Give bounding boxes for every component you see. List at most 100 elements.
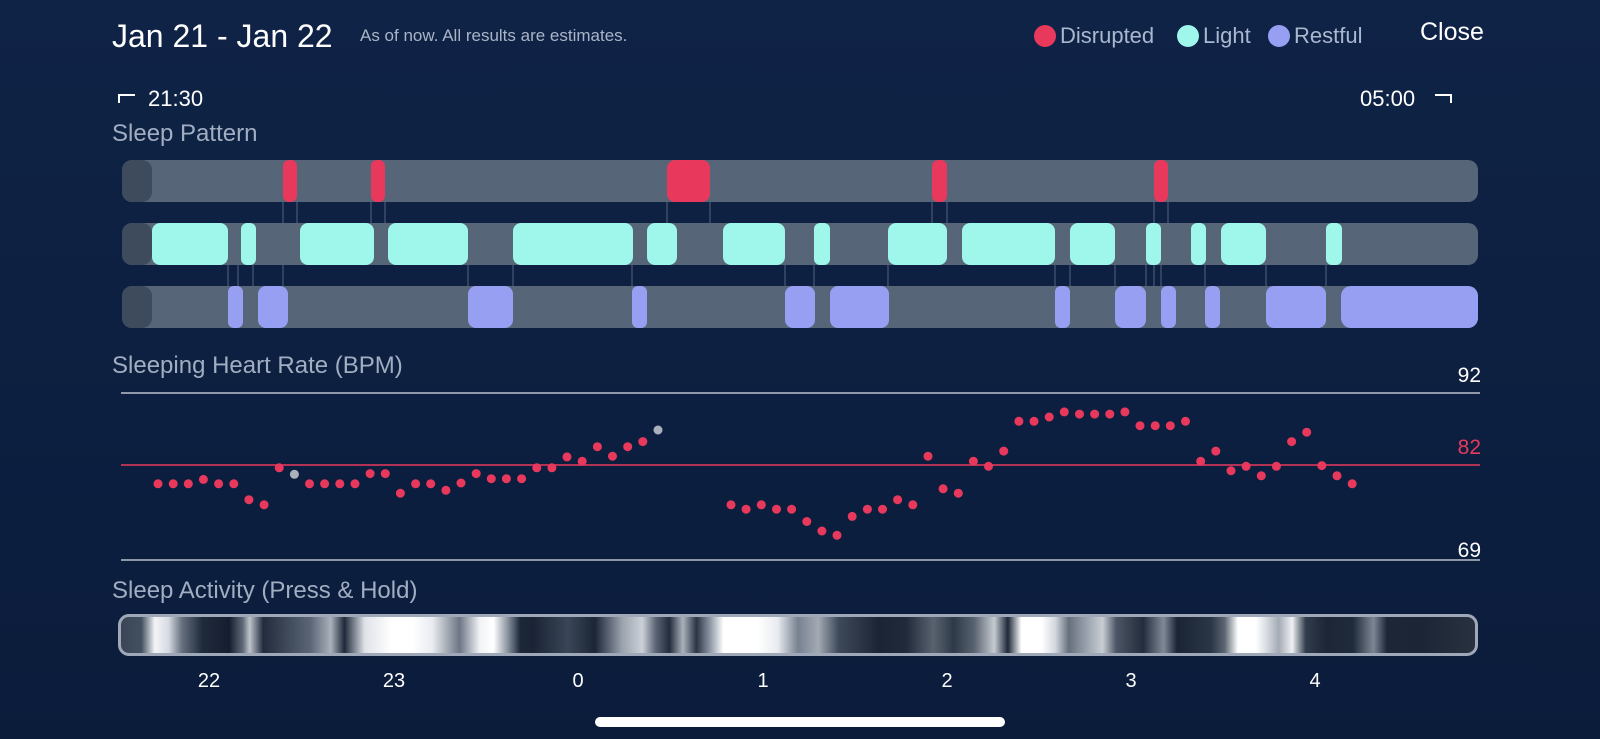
restful-track-cap	[122, 286, 152, 328]
hr-max-value: 92	[1457, 364, 1481, 387]
heart-rate-point	[305, 479, 314, 489]
heart-rate-point	[847, 511, 857, 521]
start-bracket-icon	[118, 94, 135, 103]
heart-rate-point	[274, 463, 284, 473]
heart-rate-point	[1256, 471, 1266, 481]
heart-rate-point	[802, 517, 812, 526]
heart-rate-point	[501, 474, 511, 484]
heart-rate-point	[1029, 416, 1039, 426]
light-track-cap	[122, 223, 152, 265]
heart-rate-point	[1317, 461, 1327, 471]
heart-rate-point	[1150, 421, 1160, 431]
light-segments	[152, 223, 1342, 265]
start-time: 21:30	[148, 86, 204, 111]
heart-rate-point	[1181, 416, 1190, 426]
heart-rate-point	[1332, 471, 1342, 481]
heart-rate-point	[772, 504, 781, 514]
heart-rate-point	[562, 452, 572, 462]
legend-disrupted: Disrupted	[1034, 20, 1154, 52]
heart-rate-point	[1120, 407, 1130, 417]
heart-rate-point	[1135, 421, 1145, 431]
heart-rate-point	[1302, 427, 1312, 437]
heart-rate-point	[726, 500, 736, 510]
heart-rate-point	[471, 469, 481, 479]
heart-rate-point	[153, 479, 163, 489]
heart-rate-point	[1226, 466, 1236, 476]
heart-rate-point	[411, 479, 421, 489]
heart-rate-point	[486, 474, 496, 484]
tick-0: 0	[572, 670, 584, 692]
tick-4: 4	[1309, 670, 1321, 692]
legend-light-label: Light	[1203, 23, 1251, 48]
heart-rate-point	[198, 474, 208, 484]
heart-rate-point	[1165, 421, 1175, 431]
heart-rate-point	[878, 504, 887, 514]
heart-rate-point	[623, 442, 633, 452]
end-time: 05:00	[1360, 86, 1416, 111]
heart-rate-point	[380, 469, 390, 479]
estimate-note: As of now. All results are estimates.	[360, 26, 628, 45]
sleep-activity-bar[interactable]	[118, 614, 1478, 656]
disrupted-track-cap	[122, 160, 152, 202]
heart-rate-point	[244, 495, 254, 505]
restful-segments	[228, 286, 1478, 328]
legend-disrupted-label: Disrupted	[1060, 23, 1155, 48]
home-indicator	[595, 717, 1005, 727]
heart-rate-point	[653, 425, 663, 435]
heart-rate-point	[1090, 409, 1100, 419]
hr-min-value: 69	[1457, 539, 1481, 562]
heart-rate-point	[984, 461, 993, 471]
heart-rate-point	[1241, 461, 1251, 471]
heart-rate-point	[862, 504, 872, 514]
tick-2: 2	[941, 670, 953, 692]
heart-rate-point	[908, 500, 918, 510]
heart-rate-point	[320, 479, 330, 489]
tick-1: 1	[757, 670, 769, 692]
heart-rate-point	[1211, 446, 1221, 456]
heart-rate-point	[1196, 456, 1206, 466]
heart-rate-point	[1287, 437, 1297, 447]
heart-rate-point	[592, 442, 602, 452]
tick-22: 22	[197, 670, 221, 692]
legend-light: Light	[1177, 20, 1251, 52]
heart-rate-point	[999, 446, 1009, 456]
close-button[interactable]: Close	[1420, 18, 1484, 46]
heart-rate-point	[350, 479, 360, 489]
heart-rate-point	[547, 463, 557, 473]
heart-rate-point	[1014, 416, 1024, 426]
heart-rate-point	[1105, 409, 1115, 419]
disrupted-track	[122, 160, 1478, 202]
heart-rate-point	[968, 456, 978, 466]
legend-restful: Restful	[1268, 20, 1362, 52]
heart-rate-point	[456, 478, 466, 488]
heart-rate-point	[289, 469, 299, 479]
heart-rate-point	[756, 500, 766, 510]
sleep-pattern-heading: Sleep Pattern	[112, 120, 258, 147]
heart-rate-point	[893, 495, 903, 505]
heart-rate-point	[787, 504, 797, 514]
heart-rate-point	[608, 451, 617, 461]
heart-rate-point	[577, 456, 587, 466]
date-range-title: Jan 21 - Jan 22	[112, 18, 333, 54]
light-dot-icon	[1177, 25, 1199, 47]
end-bracket-icon	[1435, 94, 1452, 103]
heart-rate-point	[517, 474, 527, 484]
heart-rate-point	[741, 504, 751, 514]
heart-rate-point	[1075, 409, 1084, 419]
heart-rate-point	[1044, 412, 1054, 422]
disrupted-dot-icon	[1034, 25, 1056, 47]
disrupted-segments	[283, 160, 1168, 202]
heart-rate-point	[938, 484, 948, 494]
heart-rate-point	[365, 469, 375, 479]
tick-3: 3	[1125, 670, 1137, 692]
heart-rate-point	[168, 479, 178, 489]
legend-restful-label: Restful	[1294, 23, 1363, 48]
heart-rate-point	[441, 485, 451, 495]
heart-rate-chart	[121, 392, 1480, 561]
heart-rate-point	[1059, 407, 1069, 417]
heart-rate-dots	[153, 407, 1357, 540]
heart-rate-point	[953, 488, 963, 498]
heart-rate-point	[183, 479, 193, 489]
heart-rate-point	[832, 530, 842, 540]
heart-rate-point	[923, 451, 933, 461]
